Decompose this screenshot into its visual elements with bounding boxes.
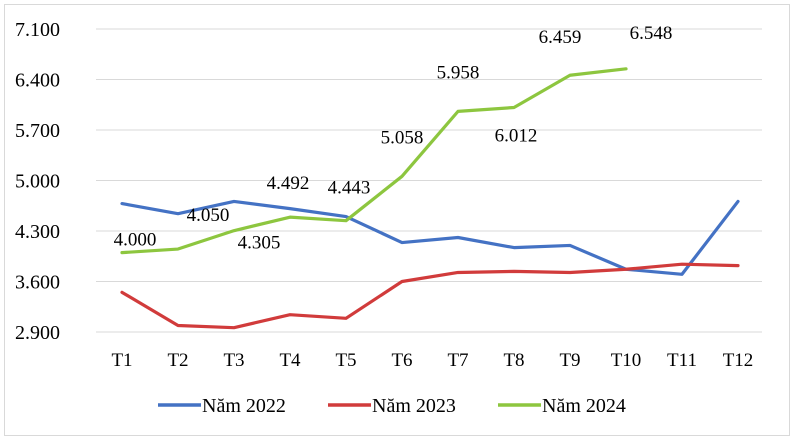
x-tick-label: T12 bbox=[723, 350, 754, 371]
data-label: 6.548 bbox=[630, 23, 673, 44]
data-label: 6.012 bbox=[495, 125, 538, 146]
data-label: 4.443 bbox=[328, 178, 371, 199]
y-tick-label: 2.900 bbox=[15, 322, 60, 344]
y-tick-label: 6.400 bbox=[15, 70, 60, 92]
series-line-1 bbox=[120, 199, 740, 276]
x-tick-label: T7 bbox=[447, 350, 468, 371]
x-tick-label: T9 bbox=[559, 350, 580, 371]
y-tick-label: 3.600 bbox=[15, 272, 60, 294]
data-label: 4.050 bbox=[187, 205, 230, 226]
data-label: 4.492 bbox=[267, 173, 310, 194]
data-label: 5.958 bbox=[437, 62, 480, 83]
legend-label: Năm 2022 bbox=[202, 395, 286, 417]
data-label: 4.305 bbox=[238, 233, 281, 254]
y-tick-label: 5.000 bbox=[15, 171, 60, 193]
data-label: 4.000 bbox=[114, 230, 157, 251]
legend-label: Năm 2024 bbox=[542, 395, 626, 417]
x-tick-label: T8 bbox=[503, 350, 524, 371]
legend-label: Năm 2023 bbox=[372, 395, 456, 417]
data-label: 5.058 bbox=[381, 127, 424, 148]
x-tick-label: T2 bbox=[167, 350, 188, 371]
x-tick-label: T1 bbox=[111, 350, 132, 371]
x-tick-label: T11 bbox=[667, 350, 697, 371]
x-tick-label: T4 bbox=[279, 350, 301, 371]
y-tick-label: 7.100 bbox=[15, 19, 60, 41]
y-tick-label: 5.700 bbox=[15, 120, 60, 142]
series-line-2 bbox=[120, 262, 740, 330]
x-tick-label: T3 bbox=[223, 350, 244, 371]
y-tick-label: 4.300 bbox=[15, 221, 60, 243]
chart-border bbox=[4, 4, 790, 436]
data-label: 6.459 bbox=[539, 27, 582, 48]
x-tick-label: T6 bbox=[391, 350, 412, 371]
x-tick-label: T5 bbox=[335, 350, 356, 371]
series-line-3 bbox=[120, 67, 628, 255]
x-tick-label: T10 bbox=[611, 350, 642, 371]
